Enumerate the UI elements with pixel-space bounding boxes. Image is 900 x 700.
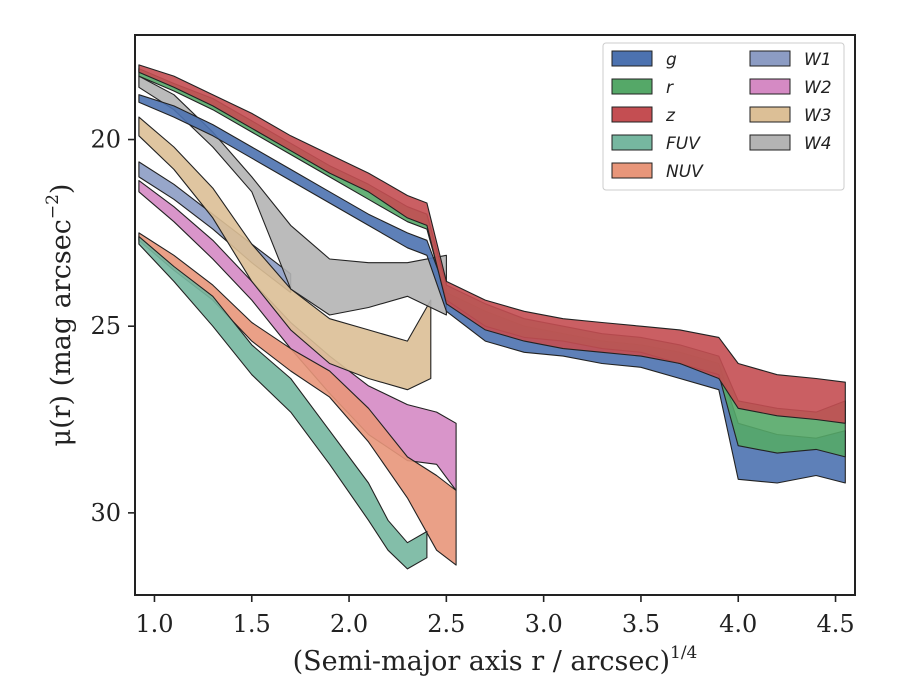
x-tick-label: 3.0 <box>525 610 563 638</box>
band-g <box>138 94 846 484</box>
legend-swatch-w3 <box>749 106 791 123</box>
legend-label-fuv: FUV <box>666 134 701 154</box>
x-tick-label: 1.5 <box>233 610 271 638</box>
x-tick-label: 1.0 <box>135 610 173 638</box>
legend-label-nuv: NUV <box>666 162 704 182</box>
legend-swatch-z <box>611 106 653 123</box>
x-tick-label: 2.0 <box>330 610 368 638</box>
legend-label-w2: W2 <box>804 78 832 98</box>
x-axis-title: (Semi-major axis r / arcsec)1/4 <box>293 643 698 677</box>
y-axis-title-text: μ(r) (mag arcsec <box>46 219 77 446</box>
y-axis-title-close: ) <box>46 184 77 195</box>
legend-swatch-r <box>611 78 653 95</box>
legend-label-w3: W3 <box>804 106 832 126</box>
legend-label-g: g <box>666 50 677 70</box>
band-w3 <box>138 116 432 391</box>
legend: grz FUV NUV W1 W2 W3 W4 <box>602 42 845 191</box>
x-axis-title-exponent: 1/4 <box>670 643 697 663</box>
legend-label-z: z <box>665 106 676 126</box>
x-tick-label: 4.0 <box>719 610 757 638</box>
legend-swatch-w4 <box>749 134 791 151</box>
x-tick-label: 3.5 <box>622 610 660 638</box>
band-layer <box>138 64 846 570</box>
legend-swatch-g <box>611 50 653 67</box>
legend-swatch-w1 <box>749 50 791 67</box>
band-fuv <box>138 236 428 570</box>
legend-label-w1: W1 <box>804 50 832 70</box>
legend-swatch-w2 <box>749 78 791 95</box>
y-axis-title: μ(r) (mag arcsec−2) <box>43 184 77 447</box>
plot-frame <box>134 34 856 596</box>
x-tick-label: 2.5 <box>427 610 465 638</box>
y-axis-ticks: 20 25 30 <box>90 126 135 527</box>
y-tick-label: 25 <box>90 312 121 340</box>
y-axis-title-exponent: −2 <box>43 194 63 219</box>
y-tick-label: 30 <box>90 499 121 527</box>
legend-label-w4: W4 <box>804 134 832 154</box>
legend-swatch-fuv <box>611 134 653 151</box>
x-axis-title-text: (Semi-major axis r / arcsec) <box>293 646 670 677</box>
x-axis-ticks: 1.0 1.5 2.0 2.5 3.0 3.5 4.0 4.5 <box>135 595 855 638</box>
x-tick-label: 4.5 <box>816 610 854 638</box>
legend-label-r: r <box>666 78 674 98</box>
legend-swatch-nuv <box>611 162 653 179</box>
band-z <box>138 64 846 424</box>
y-tick-label: 20 <box>90 126 121 154</box>
